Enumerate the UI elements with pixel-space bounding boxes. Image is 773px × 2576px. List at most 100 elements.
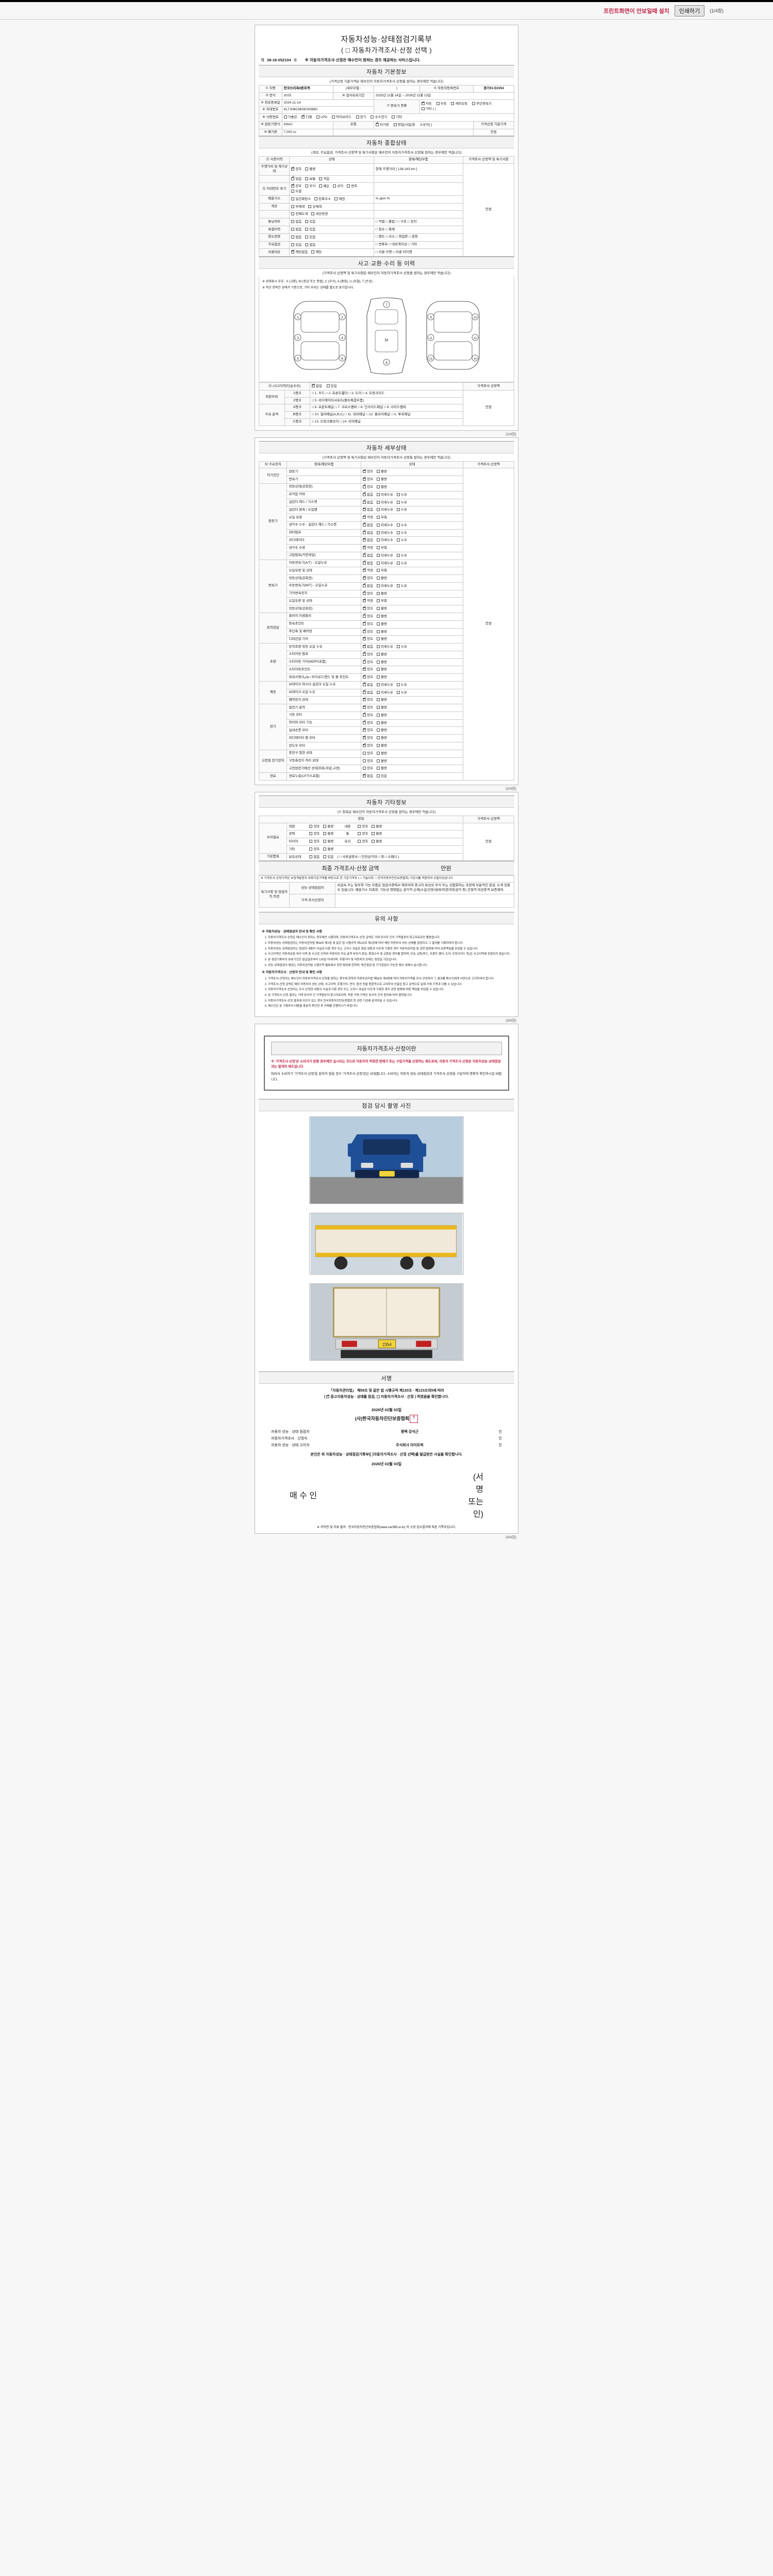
detail-7-1-option-0[interactable]: 양호 xyxy=(362,759,373,764)
overall-row-state-3[interactable]: 일산화탄소 탄화수소 매연 xyxy=(289,195,374,204)
overall-2-option-3[interactable]: 상이 xyxy=(333,184,343,189)
overall-row-state-1[interactable]: 많음 보통 적음 xyxy=(289,175,374,183)
overall-2-option-2[interactable]: 훼손 xyxy=(319,184,329,189)
other-row-0-3[interactable]: 기타 양호 불량 xyxy=(287,845,463,854)
overall-6-option-0[interactable]: 없음 xyxy=(291,219,301,225)
overall-4-option-0[interactable]: 무채색 xyxy=(291,205,305,210)
overall-7-option-1[interactable]: 있음 xyxy=(305,227,315,232)
transmission-option-auto[interactable]: 자동 xyxy=(421,101,432,107)
overall-1-option-0[interactable]: 많음 xyxy=(291,176,301,182)
transmission-option-manual[interactable]: 수동 xyxy=(436,101,447,107)
detail-2-3-option-0[interactable]: 없음 xyxy=(362,583,373,589)
detail-5-0-option-1[interactable]: 미세누유 xyxy=(376,683,393,688)
overall-2-option-4[interactable]: 변조 xyxy=(347,184,357,189)
detail-6-3-option-1[interactable]: 불량 xyxy=(376,728,387,733)
detail-1-3-option-0[interactable]: 없음 xyxy=(362,507,373,513)
fuel-option-lpg[interactable]: LPG xyxy=(316,115,327,120)
detail-7-0-option-0[interactable]: 양호 xyxy=(362,751,373,756)
other-row-0-0[interactable]: 외판 양호 불량 내판 양호 불량 xyxy=(287,822,463,831)
detail-1-6-option-2[interactable]: 누수 xyxy=(396,531,407,536)
overall-row-state-5[interactable]: 전체도색 색상변경 xyxy=(289,210,374,219)
detail-1-2-option-0[interactable]: 없음 xyxy=(362,499,373,505)
detail-2-0-option-2[interactable]: 누유 xyxy=(396,561,407,566)
detail-5-0-option-2[interactable]: 누유 xyxy=(396,683,407,688)
detail-2-2-option-0[interactable]: 양호 xyxy=(362,575,373,581)
other-row-0-1[interactable]: 광택 양호 불량 휠 양호 불량 xyxy=(287,830,463,839)
overall-7-option-0[interactable]: 없음 xyxy=(291,227,301,232)
detail-2-4-option-1[interactable]: 불량 xyxy=(376,591,387,597)
detail-4-0-option-0[interactable]: 없음 xyxy=(362,644,373,650)
fuel-option-other[interactable]: 기타 xyxy=(392,115,402,120)
transmission-option-cvt[interactable]: 무단변속기 xyxy=(472,101,492,107)
overall-2-option-0[interactable]: 양호 xyxy=(291,183,301,189)
detail-state-7-2[interactable]: 양호 불량 xyxy=(360,765,463,773)
detail-6-0-option-1[interactable]: 불량 xyxy=(376,705,387,710)
overall-3-option-1[interactable]: 탄화수소 xyxy=(314,197,331,202)
detail-1-1-option-1[interactable]: 미세누유 xyxy=(376,493,393,498)
detail-6-2-option-1[interactable]: 불량 xyxy=(376,721,387,726)
detail-1-0-option-0[interactable]: 양호 xyxy=(362,484,373,490)
detail-2-2-option-1[interactable]: 불량 xyxy=(376,576,387,581)
detail-5-1-option-1[interactable]: 미세누유 xyxy=(376,690,393,696)
detail-4-1-option-0[interactable]: 양호 xyxy=(362,651,373,657)
overall-9-option-1[interactable]: 없음 xyxy=(305,243,315,248)
overall-4-option-1[interactable]: 유채색 xyxy=(308,205,322,210)
detail-6-2-option-0[interactable]: 양호 xyxy=(362,720,373,726)
detail-1-3-option-1[interactable]: 미세누유 xyxy=(376,507,393,513)
detail-3-3-option-1[interactable]: 불량 xyxy=(376,637,387,642)
detail-state-7-1[interactable]: 양호 불량 xyxy=(360,757,463,766)
fuel-option-hybrid[interactable]: 하이브리드 xyxy=(331,115,351,120)
detail-4-0-option-2[interactable]: 누유 xyxy=(396,645,407,650)
detail-1-9-option-0[interactable]: 없음 xyxy=(362,552,373,558)
frame-rankA-items[interactable]: □ 6. 프론트패널 □ 7. 크로스멤버 □ 8. 인사이드패널 □ 9. 사… xyxy=(310,404,463,412)
detail-6-4-option-0[interactable]: 양호 xyxy=(362,735,373,741)
detail-2-1-option-0[interactable]: 적정 xyxy=(362,568,373,573)
overall-1-option-1[interactable]: 보통 xyxy=(305,177,315,182)
overall-3-option-0[interactable]: 일산화탄소 xyxy=(291,197,311,202)
other-r-0-1-option-1[interactable]: 불량 xyxy=(372,832,382,837)
overall-9-option-0[interactable]: 있음 xyxy=(291,243,301,248)
detail-6-5-option-0[interactable]: 양호 xyxy=(362,743,373,749)
detail-4-0-option-1[interactable]: 미세누유 xyxy=(376,645,393,650)
overall-row-state-7[interactable]: 없음 있음 xyxy=(289,226,374,234)
detail-5-2-option-1[interactable]: 불량 xyxy=(376,698,387,703)
detail-1-9-option-1[interactable]: 미세누유 xyxy=(376,553,393,558)
detail-1-6-option-0[interactable]: 없음 xyxy=(362,530,373,536)
overall-8-option-0[interactable]: 없음 xyxy=(291,235,301,240)
overall-0-option-0[interactable]: 양호 xyxy=(291,166,301,172)
detail-5-1-option-2[interactable]: 누유 xyxy=(396,690,407,696)
overall-10-option-0[interactable]: 해당없음 xyxy=(291,249,308,255)
detail-6-0-option-0[interactable]: 양호 xyxy=(362,705,373,710)
detail-6-5-option-1[interactable]: 불량 xyxy=(376,743,387,749)
transmission-option-other[interactable]: 기타 ( ) xyxy=(421,107,436,112)
other-l-0-2-option-1[interactable]: 불량 xyxy=(323,839,333,844)
overall-3-option-2[interactable]: 매연 xyxy=(334,197,345,202)
detail-4-1-option-1[interactable]: 불량 xyxy=(376,652,387,657)
detail-1-1-option-2[interactable]: 누유 xyxy=(396,493,407,498)
overall-5-option-1[interactable]: 색상변경 xyxy=(311,212,328,217)
other-row-1-0[interactable]: 보유상태 없음 있음 ( □ 사용설명서 □ 안전삼각대 □ 잭 □ 스패너 ) xyxy=(287,853,463,861)
other-l-0-0-option-0[interactable]: 양호 xyxy=(309,824,320,829)
fuel-option-gasoline[interactable]: 가솔린 xyxy=(283,115,297,120)
detail-1-9-option-2[interactable]: 누유 xyxy=(396,553,407,558)
detail-1-7-option-1[interactable]: 미세누수 xyxy=(376,538,393,543)
detail-1-0-option-1[interactable]: 불량 xyxy=(376,485,387,490)
detail-3-0-option-0[interactable]: 양호 xyxy=(362,613,373,619)
detail-4-2-option-0[interactable]: 양호 xyxy=(362,659,373,665)
other-l-0-3-option-1[interactable]: 불량 xyxy=(323,847,333,852)
